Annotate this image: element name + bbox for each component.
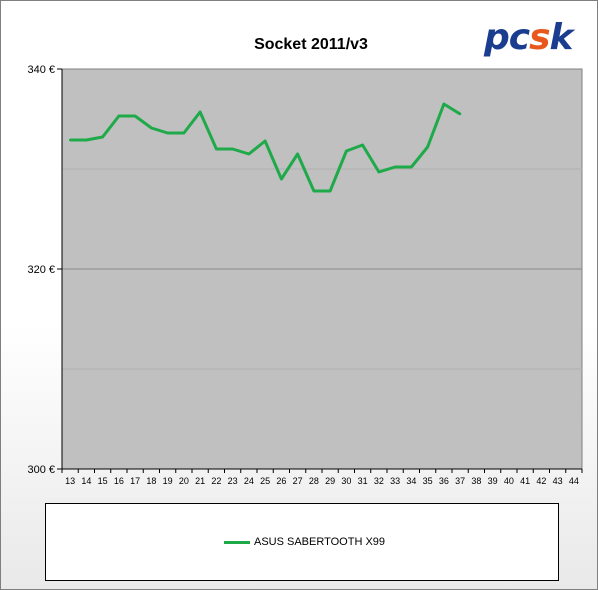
x-tick-label: 44	[569, 476, 579, 486]
x-tick-label: 15	[98, 476, 108, 486]
data-point	[182, 131, 186, 135]
data-point	[280, 177, 283, 181]
y-tick-label: 320 €	[27, 264, 55, 276]
legend-label: ASUS SABERTOOTH X99	[254, 536, 386, 548]
x-tick-label: 37	[455, 476, 465, 486]
x-tick-label: 25	[260, 476, 270, 486]
y-tick-label: 340 €	[27, 64, 55, 76]
x-tick-label: 42	[536, 476, 546, 486]
x-tick-label: 14	[81, 476, 91, 486]
logo-text-s: s	[529, 17, 550, 58]
x-tick-label: 33	[390, 476, 400, 486]
x-tick-label: 38	[471, 476, 481, 486]
x-tick-label: 40	[504, 476, 514, 486]
data-point	[133, 114, 137, 118]
legend: ASUS SABERTOOTH X99	[45, 503, 559, 581]
data-point	[361, 143, 364, 147]
x-tick-label: 41	[520, 476, 530, 486]
logo-text-pc: pc	[484, 17, 530, 58]
x-tick-label: 29	[325, 476, 335, 486]
data-point	[166, 131, 169, 135]
x-tick-label: 43	[553, 476, 563, 486]
x-tick-label: 34	[406, 476, 416, 486]
series-layer	[68, 102, 462, 193]
data-point	[328, 189, 332, 193]
chart-title: Socket 2011/v3	[254, 36, 368, 53]
data-point	[101, 135, 104, 139]
data-point	[296, 152, 299, 156]
y-axis: 340 € 320 € 300 €	[27, 64, 63, 476]
x-tick-label: 18	[146, 476, 156, 486]
data-point	[393, 165, 397, 169]
pcsk-logo: pcsk	[484, 18, 588, 58]
grid-lines	[62, 168, 582, 370]
data-point	[458, 112, 462, 116]
legend-item: ASUS SABERTOOTH X99	[224, 534, 385, 550]
x-tick-label: 21	[195, 476, 205, 486]
x-tick-label: 35	[423, 476, 433, 486]
x-tick-label: 23	[228, 476, 238, 486]
data-point	[68, 138, 72, 142]
data-point	[247, 152, 251, 156]
x-tick-label: 32	[374, 476, 384, 486]
data-point	[410, 165, 413, 169]
data-point	[150, 126, 153, 130]
data-point	[345, 149, 348, 153]
x-tick-label: 22	[211, 476, 221, 486]
legend-swatch	[224, 540, 250, 544]
data-point	[198, 110, 202, 114]
data-point	[263, 139, 267, 143]
x-tick-label: 27	[293, 476, 303, 486]
logo-text-k: k	[549, 17, 574, 58]
x-tick-label: 19	[163, 476, 173, 486]
x-tick-label: 16	[114, 476, 124, 486]
data-point	[312, 189, 316, 193]
data-point	[117, 114, 121, 118]
x-tick-label: 28	[309, 476, 319, 486]
data-point	[442, 102, 446, 106]
x-tick-label: 39	[488, 476, 498, 486]
x-tick-label: 30	[341, 476, 351, 486]
x-tick-label: 31	[358, 476, 368, 486]
x-tick-label: 26	[276, 476, 286, 486]
data-point	[231, 147, 234, 151]
data-point	[85, 138, 88, 142]
x-axis: 13 14 15 16 17 18 19 20 21 22 23 24 25 26 27 28 29 30 31 32…	[61, 468, 583, 486]
x-tick-label: 17	[130, 476, 140, 486]
data-point	[215, 147, 218, 151]
x-tick-label: 24	[244, 476, 254, 486]
y-tick-label: 300 €	[27, 464, 55, 476]
x-tick-label: 36	[439, 476, 449, 486]
x-tick-label: 20	[179, 476, 189, 486]
data-point	[377, 170, 381, 174]
data-point	[426, 145, 429, 149]
x-tick-label: 13	[65, 476, 75, 486]
